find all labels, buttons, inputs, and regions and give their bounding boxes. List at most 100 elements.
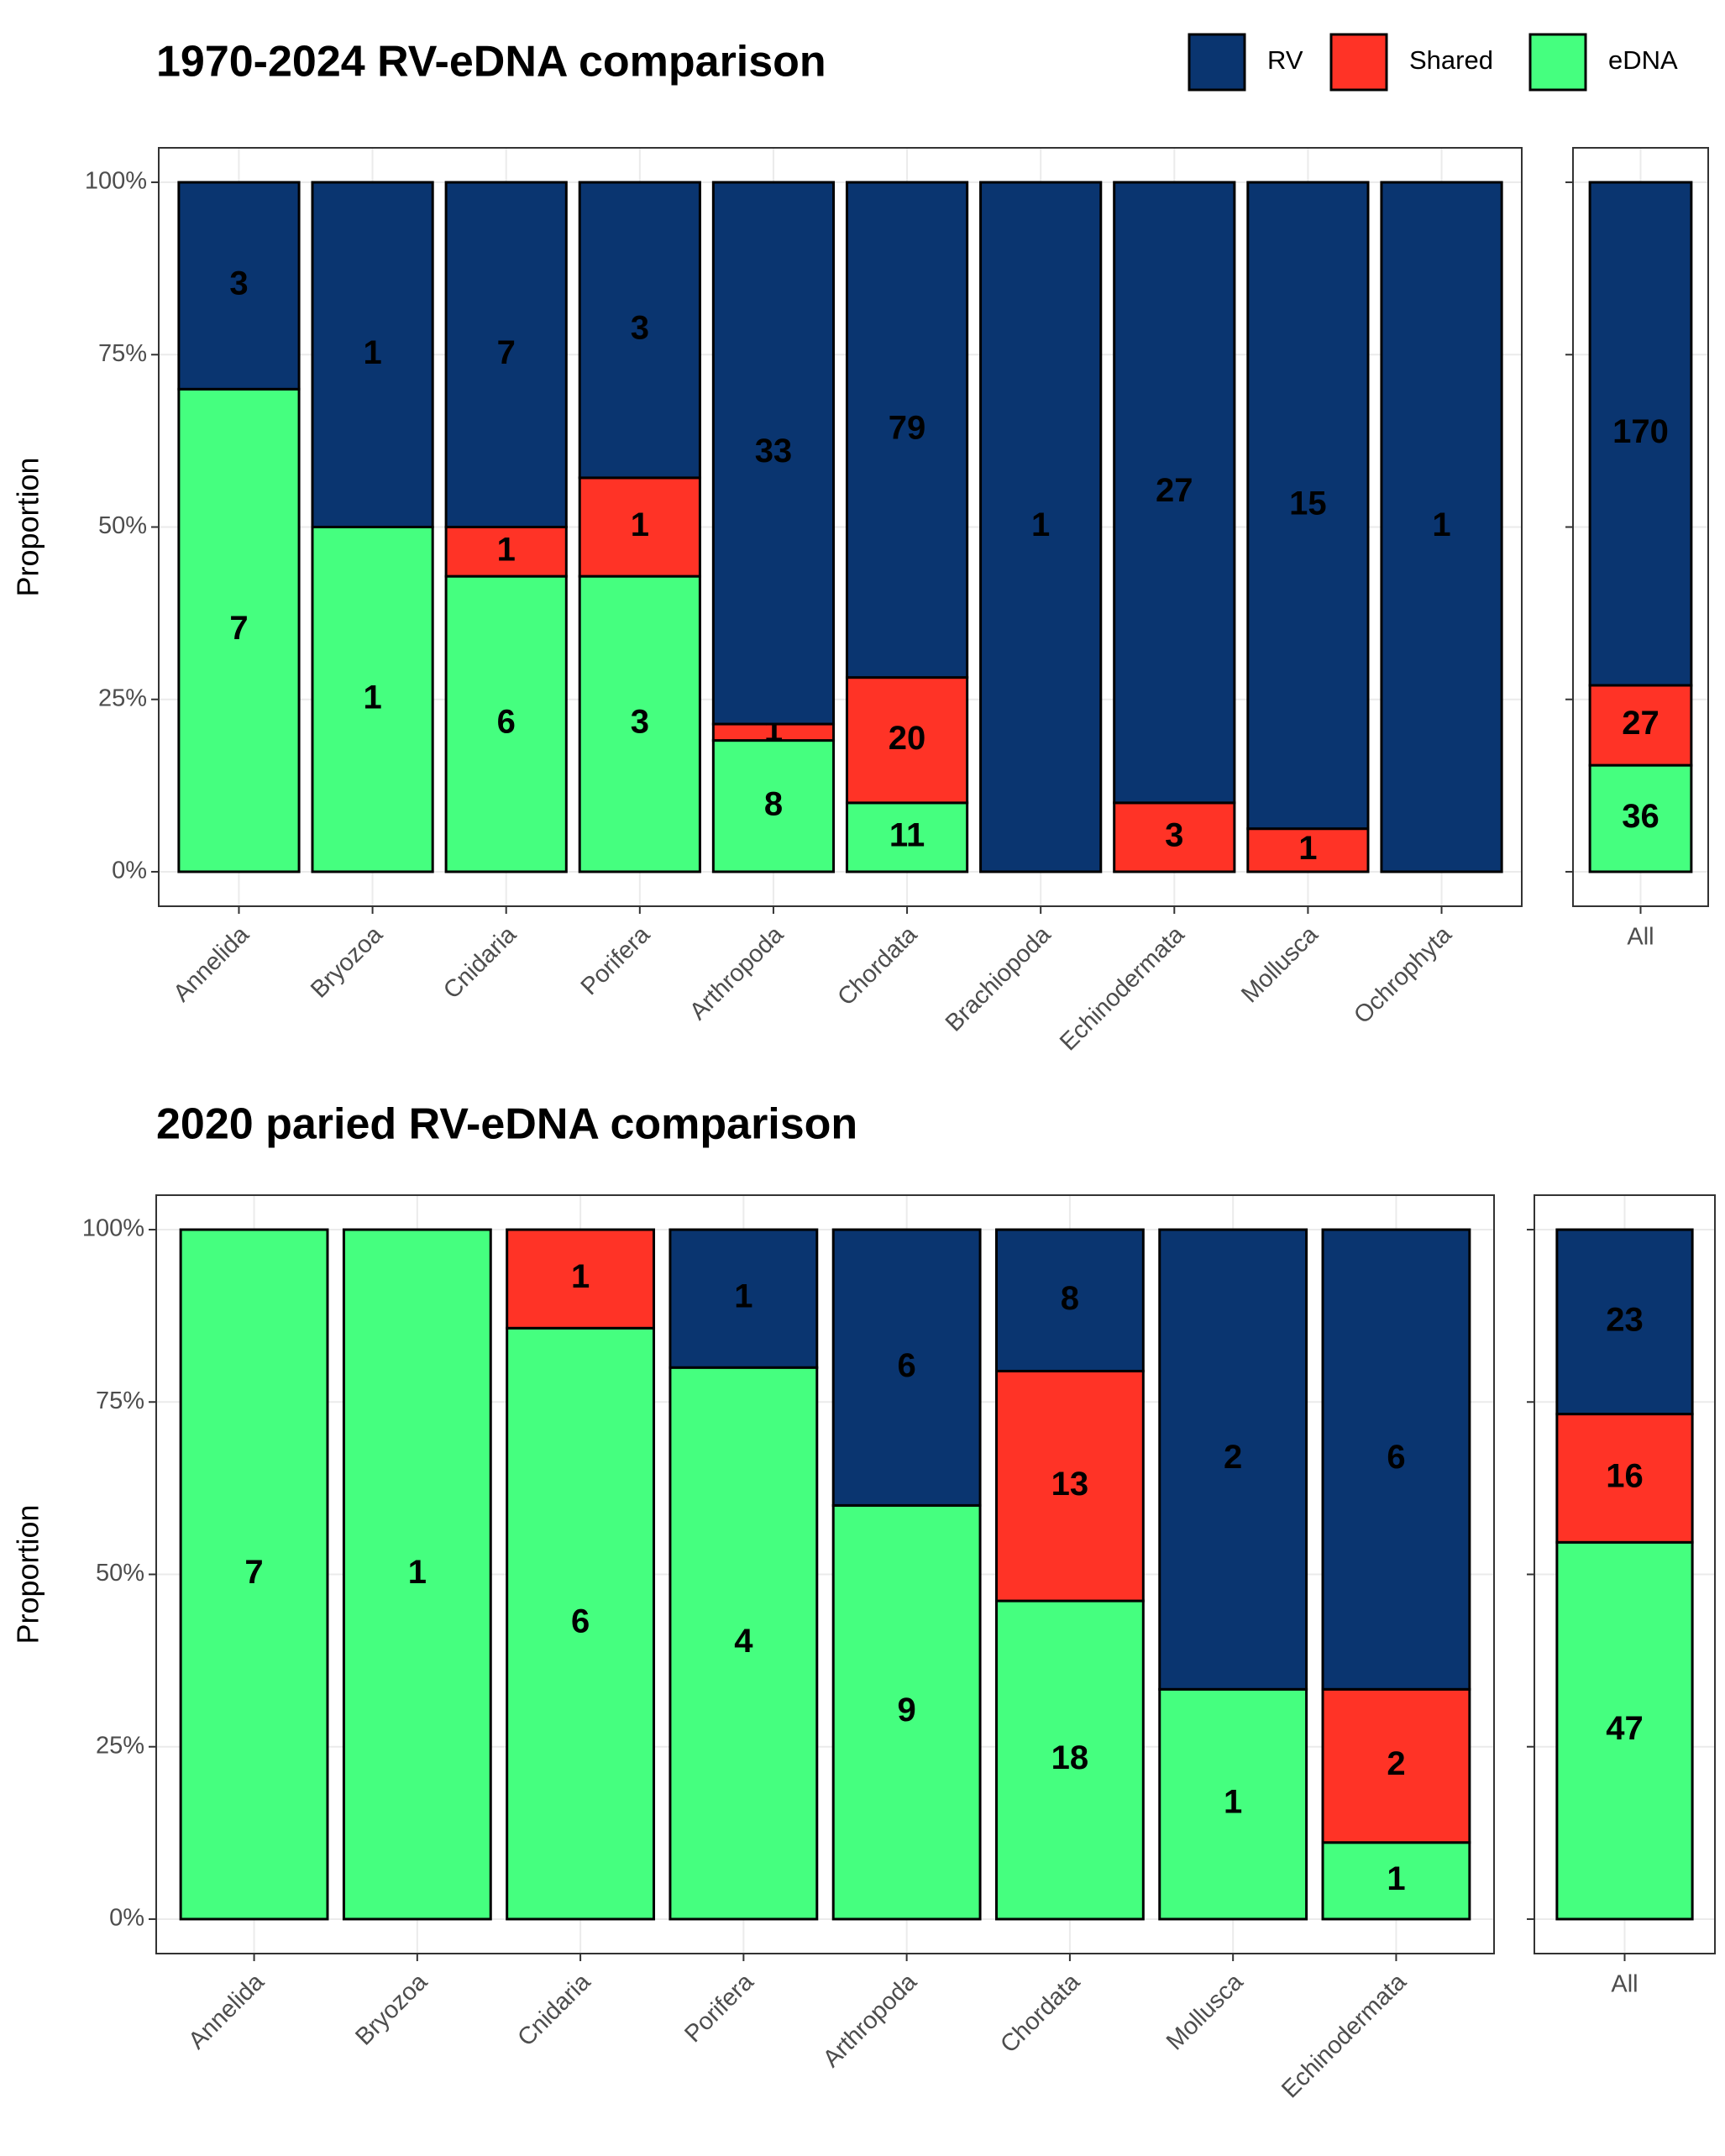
y-tick-label: 25% [96,1732,144,1759]
legend-label: eDNA [1608,45,1678,75]
bar-segment [1380,181,1503,873]
bar-segment [578,181,701,480]
data-label: 1 [734,1278,752,1315]
data-label: 8 [1061,1280,1079,1317]
bar-segment [845,676,969,805]
bar-segment [711,739,836,873]
panel-border [155,1194,1495,1954]
data-label: 4 [734,1623,753,1660]
x-tick-label: Porifera [679,1968,759,2048]
data-label: 2 [1224,1439,1242,1476]
data-label: 6 [497,704,516,741]
bar-segment [311,181,434,529]
data-label: 1 [497,531,516,568]
chart-title: 1970-2024 RV-eDNA comparison [156,38,826,87]
y-tick-label: 100% [85,168,147,195]
data-label: 7 [229,610,248,647]
bar-segment [1113,801,1236,873]
bar-segment [1555,1228,1694,1416]
x-tick-label: Arthropoda [684,921,789,1026]
data-label: 1 [1432,506,1450,543]
x-tick-label: Annelida [168,921,254,1007]
bar-segment [179,1228,329,1921]
bar-segment [506,1228,656,1330]
bar-segment [177,387,301,873]
data-label: 1 [1387,1860,1405,1897]
data-label: 1 [1298,830,1317,867]
x-tick-label: Cnidaria [438,921,522,1005]
data-label: 11 [889,816,925,853]
data-label: 3 [631,310,649,347]
data-label: 27 [1156,472,1193,509]
panel-border [1572,147,1709,907]
bar-segment [669,1228,819,1369]
x-tick-label: Arthropoda [818,1968,923,2073]
legend-swatch [1528,33,1587,92]
data-label: 36 [1622,798,1659,835]
y-tick-label: 25% [98,685,147,711]
data-label: 8 [764,785,783,822]
legend-swatch [1329,33,1388,92]
bar-segment [342,1228,492,1921]
y-tick-label: 50% [96,1560,144,1587]
bar-segment [1321,1687,1471,1844]
data-label: 79 [889,409,926,446]
x-tick-label: All [1627,924,1654,951]
data-label: 13 [1051,1466,1089,1503]
bar-segment [1113,181,1236,805]
x-tick-label: Mollusca [1236,921,1324,1008]
data-label: 16 [1606,1458,1644,1495]
data-label: 1 [408,1554,427,1591]
data-label: 3 [1165,816,1183,853]
bar-segment [994,1228,1145,1372]
bar-segment [506,1326,656,1921]
legend-swatch [1188,33,1246,92]
x-tick-label: Chordata [995,1968,1086,2059]
x-tick-label: Annelida [183,1968,270,2054]
legend-label: RV [1267,45,1303,75]
data-label: 170 [1612,413,1669,450]
x-tick-label: Mollusca [1161,1968,1249,2055]
data-label: 1 [363,679,381,716]
data-label: 3 [631,704,649,741]
bar-segment [1555,1540,1694,1921]
y-tick-label: 0% [112,858,147,884]
bar-segment [1588,684,1693,767]
x-tick-label: Cnidaria [512,1968,596,2052]
y-axis-label: Proportion [11,1504,45,1644]
bar-segment [994,1369,1145,1603]
bar-segment [994,1599,1145,1921]
legend-label: Shared [1409,45,1493,75]
x-tick-label: Ochrophyta [1349,921,1457,1029]
bar-segment [831,1228,982,1507]
y-tick-label: 50% [98,512,147,539]
data-label: 27 [1622,705,1659,742]
x-tick-label: Bryozoa [306,921,388,1003]
data-label: 1 [1224,1784,1242,1821]
y-tick-label: 75% [96,1387,144,1414]
panel-border [1534,1194,1716,1954]
y-tick-label: 0% [109,1905,144,1932]
y-axis-label: Proportion [11,457,45,596]
data-label: 6 [571,1603,590,1640]
x-tick-label: Porifera [576,921,656,1000]
data-label: 1 [631,506,649,543]
data-label: 1 [571,1258,590,1295]
data-label: 6 [898,1347,916,1384]
data-label: 18 [1051,1739,1089,1776]
y-tick-label: 100% [82,1215,144,1242]
bar-segment [845,181,969,679]
bar-segment [1321,1841,1471,1921]
data-label: 20 [889,720,926,757]
data-label: 15 [1289,485,1327,522]
data-label: 7 [244,1554,263,1591]
bar-segment [1588,181,1693,687]
data-label: 23 [1606,1301,1644,1338]
bar-segment [578,476,701,578]
data-label: 1 [363,334,381,371]
y-tick-label: 75% [98,340,147,367]
data-label: 3 [229,265,248,302]
data-label: 33 [755,433,793,469]
bar-segment [669,1366,819,1921]
